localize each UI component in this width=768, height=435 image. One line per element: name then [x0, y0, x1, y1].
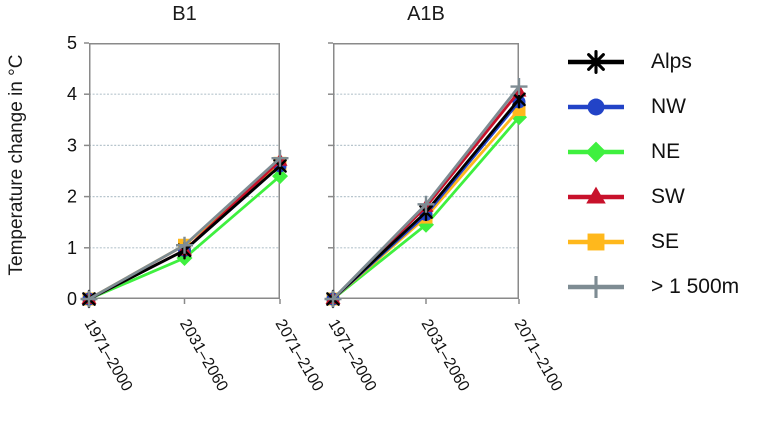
series-1-500m-marker — [510, 78, 528, 96]
chart-a1b: 1971–2000 2031–2060 2071–2100 — [324, 42, 565, 394]
panel-title-b1: B1 — [172, 3, 197, 25]
legend-nw-marker — [587, 98, 605, 116]
x-tick-label: 2031–2060 — [176, 317, 231, 395]
series-1-500m-marker — [176, 236, 193, 254]
legend-item-ne: NE — [567, 138, 739, 166]
panel-title-a1b: A1B — [407, 3, 445, 25]
legend-item-1-500m: > 1 500m — [567, 273, 739, 301]
legend-item-sw: SW — [567, 183, 739, 211]
x-tick-label: 1971–2000 — [81, 317, 136, 395]
legend: Alps NW NE SW SE > 1 500m — [567, 48, 739, 301]
y-tick-label: 0 — [67, 289, 77, 309]
legend-1-500m-marker — [584, 275, 608, 299]
legend-key-sw — [568, 186, 624, 204]
series-1-500m-marker — [417, 195, 435, 213]
legend-item-nw: NW — [567, 93, 739, 121]
legend-key-ne — [568, 141, 624, 163]
legend-label-nw: NW — [651, 95, 686, 118]
x-tick-label: 2071–2100 — [511, 317, 566, 395]
series-ne-marker — [272, 168, 288, 185]
legend-label-sw: SW — [651, 185, 685, 208]
legend-alps-marker — [587, 50, 605, 74]
series-1-500m-marker — [80, 290, 98, 308]
series-1-500m-marker — [271, 149, 289, 167]
legend-key-1-500m — [568, 275, 624, 299]
legend-label-alps: Alps — [651, 50, 692, 73]
legend-item-alps: Alps — [567, 48, 739, 76]
legend-se-marker — [587, 233, 605, 251]
x-tick-label: 1971–2000 — [325, 317, 380, 395]
legend-label-se: SE — [651, 230, 680, 253]
plot-border — [333, 43, 519, 299]
y-tick-label: 4 — [67, 84, 77, 104]
legend-sw-marker — [586, 186, 606, 204]
legend-label-1-500m: > 1 500m — [651, 275, 740, 298]
series-line-1-500m — [332, 85, 521, 300]
chart-b1: 0 1 2 3 4 5 1971–2000 2031–2060 2071–2100 — [67, 33, 326, 394]
series-line-sw — [88, 159, 281, 301]
y-tick-label: 1 — [67, 238, 77, 258]
legend-key-alps — [568, 50, 624, 74]
legend-label-ne: NE — [651, 140, 681, 163]
series-1-500m-marker — [324, 290, 342, 308]
legend-key-se — [568, 233, 624, 251]
y-tick-label: 3 — [67, 135, 77, 155]
y-tick-label: 2 — [67, 187, 77, 207]
y-tick-label: 5 — [67, 33, 77, 53]
legend-item-se: SE — [567, 228, 739, 256]
series-line-1-500m — [88, 157, 281, 301]
y-axis-title: Temperature change in °C — [6, 54, 27, 276]
x-tick-label: 2031–2060 — [418, 317, 473, 395]
legend-key-nw — [568, 98, 624, 116]
legend-ne-marker — [585, 141, 607, 163]
x-tick-label: 2071–2100 — [272, 317, 327, 395]
